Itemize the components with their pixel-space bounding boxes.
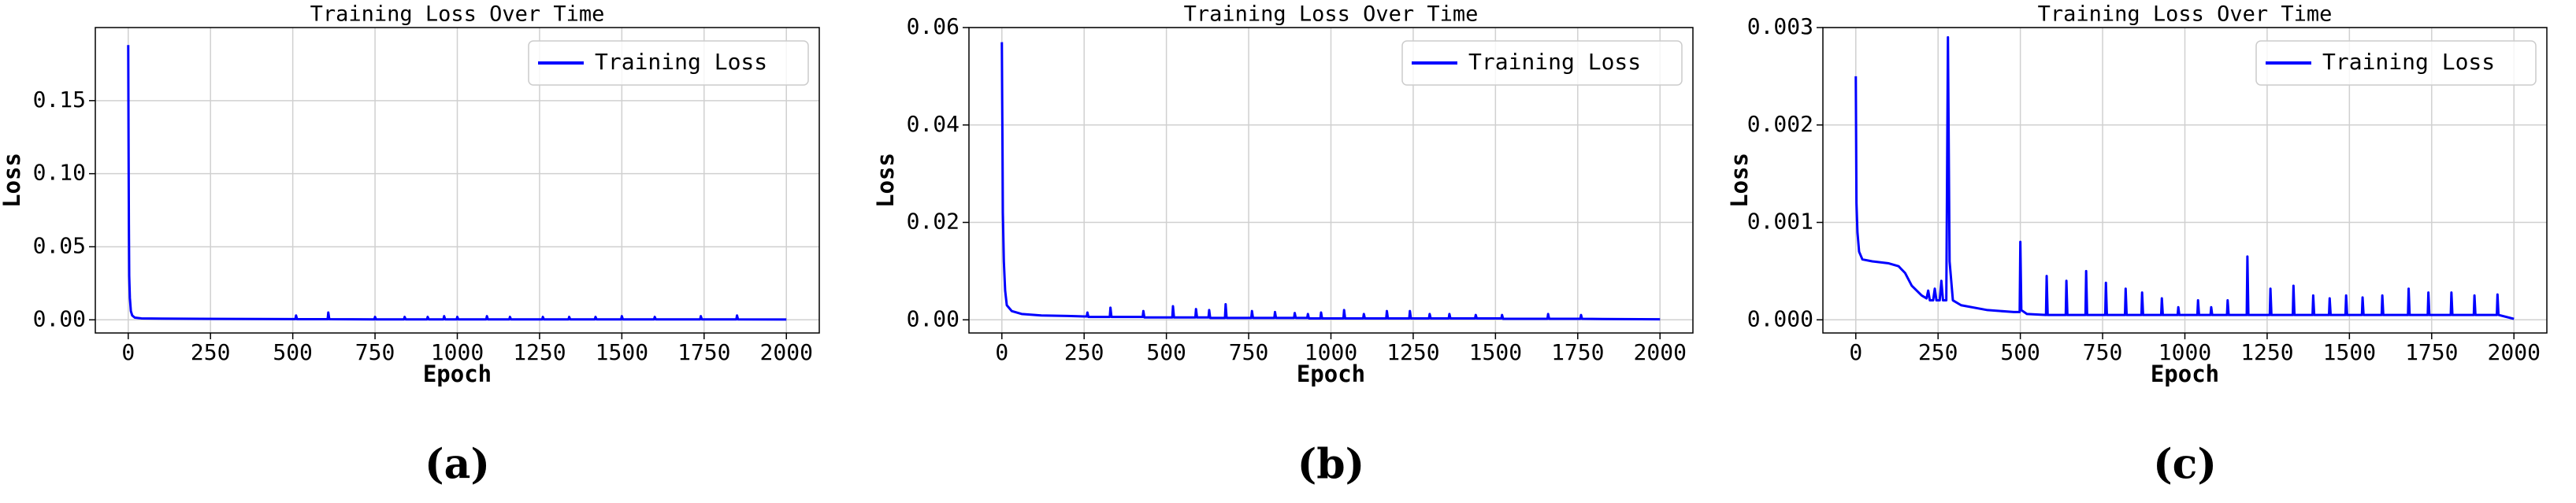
y-axis-label: Loss xyxy=(872,153,899,208)
legend-box xyxy=(1401,40,1683,86)
x-tick-label: 750 xyxy=(1229,339,1269,365)
legend-label: Training Loss xyxy=(1468,49,1641,75)
x-tick-label: 0 xyxy=(1849,339,1862,365)
loss-line xyxy=(1000,42,1661,321)
x-tick-label: 500 xyxy=(1146,339,1186,365)
legend-label: Training Loss xyxy=(595,49,767,75)
x-tick-label: 1500 xyxy=(596,339,648,365)
x-axis-label: Epoch xyxy=(2151,361,2219,387)
plot-frame xyxy=(1822,27,2548,334)
y-tick-label: 0.002 xyxy=(1747,111,1813,137)
x-tick-label: 1250 xyxy=(513,339,566,365)
y-tick-label: 0.00 xyxy=(33,305,86,331)
y-axis-label: Loss xyxy=(1726,153,1753,208)
y-tick-label: 0.00 xyxy=(907,305,960,331)
x-axis-label: Epoch xyxy=(1297,361,1365,387)
loss-line xyxy=(127,45,787,321)
panel-label: (c) xyxy=(2153,441,2217,489)
y-tick-label: 0.15 xyxy=(33,87,86,113)
x-tick-label: 250 xyxy=(1918,339,1958,365)
legend-box xyxy=(528,40,809,86)
y-tick-label: 0.05 xyxy=(33,232,86,258)
y-axis-label: Loss xyxy=(0,153,25,208)
x-tick-label: 1500 xyxy=(1469,339,1522,365)
x-tick-label: 250 xyxy=(1064,339,1104,365)
y-tick-label: 0.06 xyxy=(907,13,960,39)
legend-label: Training Loss xyxy=(2322,49,2495,75)
y-tick-label: 0.001 xyxy=(1747,209,1813,235)
x-axis-label: Epoch xyxy=(423,361,492,387)
x-tick-label: 750 xyxy=(2083,339,2123,365)
x-tick-label: 1750 xyxy=(2405,339,2458,365)
chart-title: Training Loss Over Time xyxy=(2038,2,2333,27)
x-tick-label: 1750 xyxy=(1551,339,1604,365)
x-tick-label: 2000 xyxy=(760,339,813,365)
x-tick-label: 1000 xyxy=(431,339,484,365)
x-tick-label: 1250 xyxy=(1386,339,1439,365)
x-tick-label: 1500 xyxy=(2323,339,2376,365)
x-tick-label: 1000 xyxy=(2158,339,2211,365)
loss-line xyxy=(1854,35,2515,320)
chart-title: Training Loss Over Time xyxy=(1184,2,1479,27)
y-tick-label: 0.000 xyxy=(1747,305,1813,331)
y-tick-label: 0.003 xyxy=(1747,13,1813,39)
x-tick-label: 2000 xyxy=(1634,339,1687,365)
x-tick-label: 1250 xyxy=(2240,339,2293,365)
chart-panel: 0 250 500 750 1000 1250 1500 1750 2000 0.00 0.02 0.… xyxy=(872,2,1694,489)
legend-box xyxy=(2255,40,2537,86)
x-tick-label: 250 xyxy=(191,339,231,365)
y-tick-label: 0.10 xyxy=(33,160,86,186)
x-tick-label: 500 xyxy=(2000,339,2040,365)
x-tick-label: 1750 xyxy=(677,339,730,365)
x-tick-label: 750 xyxy=(355,339,395,365)
chart-panel: 0 250 500 750 1000 1250 1500 1750 2000 0.00 0.05 0.… xyxy=(0,2,820,489)
plot-frame xyxy=(968,27,1694,334)
y-tick-label: 0.02 xyxy=(907,209,960,235)
chart-panel: 0 250 500 750 1000 1250 1500 1750 2000 0.000 0.001… xyxy=(1726,2,2548,489)
panel-label: (b) xyxy=(1297,441,1365,489)
x-tick-label: 500 xyxy=(273,339,313,365)
x-tick-label: 2000 xyxy=(2488,339,2541,365)
x-tick-label: 1000 xyxy=(1305,339,1357,365)
y-tick-label: 0.04 xyxy=(907,111,960,137)
x-tick-label: 0 xyxy=(995,339,1008,365)
plot-frame xyxy=(95,27,820,334)
x-tick-label: 0 xyxy=(121,339,135,365)
panel-label: (a) xyxy=(425,441,490,489)
chart-title: Training Loss Over Time xyxy=(310,2,605,27)
